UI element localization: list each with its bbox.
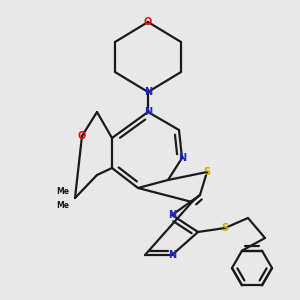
Text: N: N — [178, 153, 186, 163]
Text: S: S — [203, 167, 211, 177]
Text: N: N — [168, 210, 176, 220]
Text: O: O — [144, 17, 152, 27]
Text: N: N — [144, 87, 152, 97]
Text: O: O — [78, 131, 86, 141]
Text: N: N — [168, 250, 176, 260]
Text: S: S — [221, 223, 229, 233]
Text: N: N — [144, 107, 152, 117]
Text: Me: Me — [56, 202, 70, 211]
Text: Me: Me — [56, 188, 70, 196]
